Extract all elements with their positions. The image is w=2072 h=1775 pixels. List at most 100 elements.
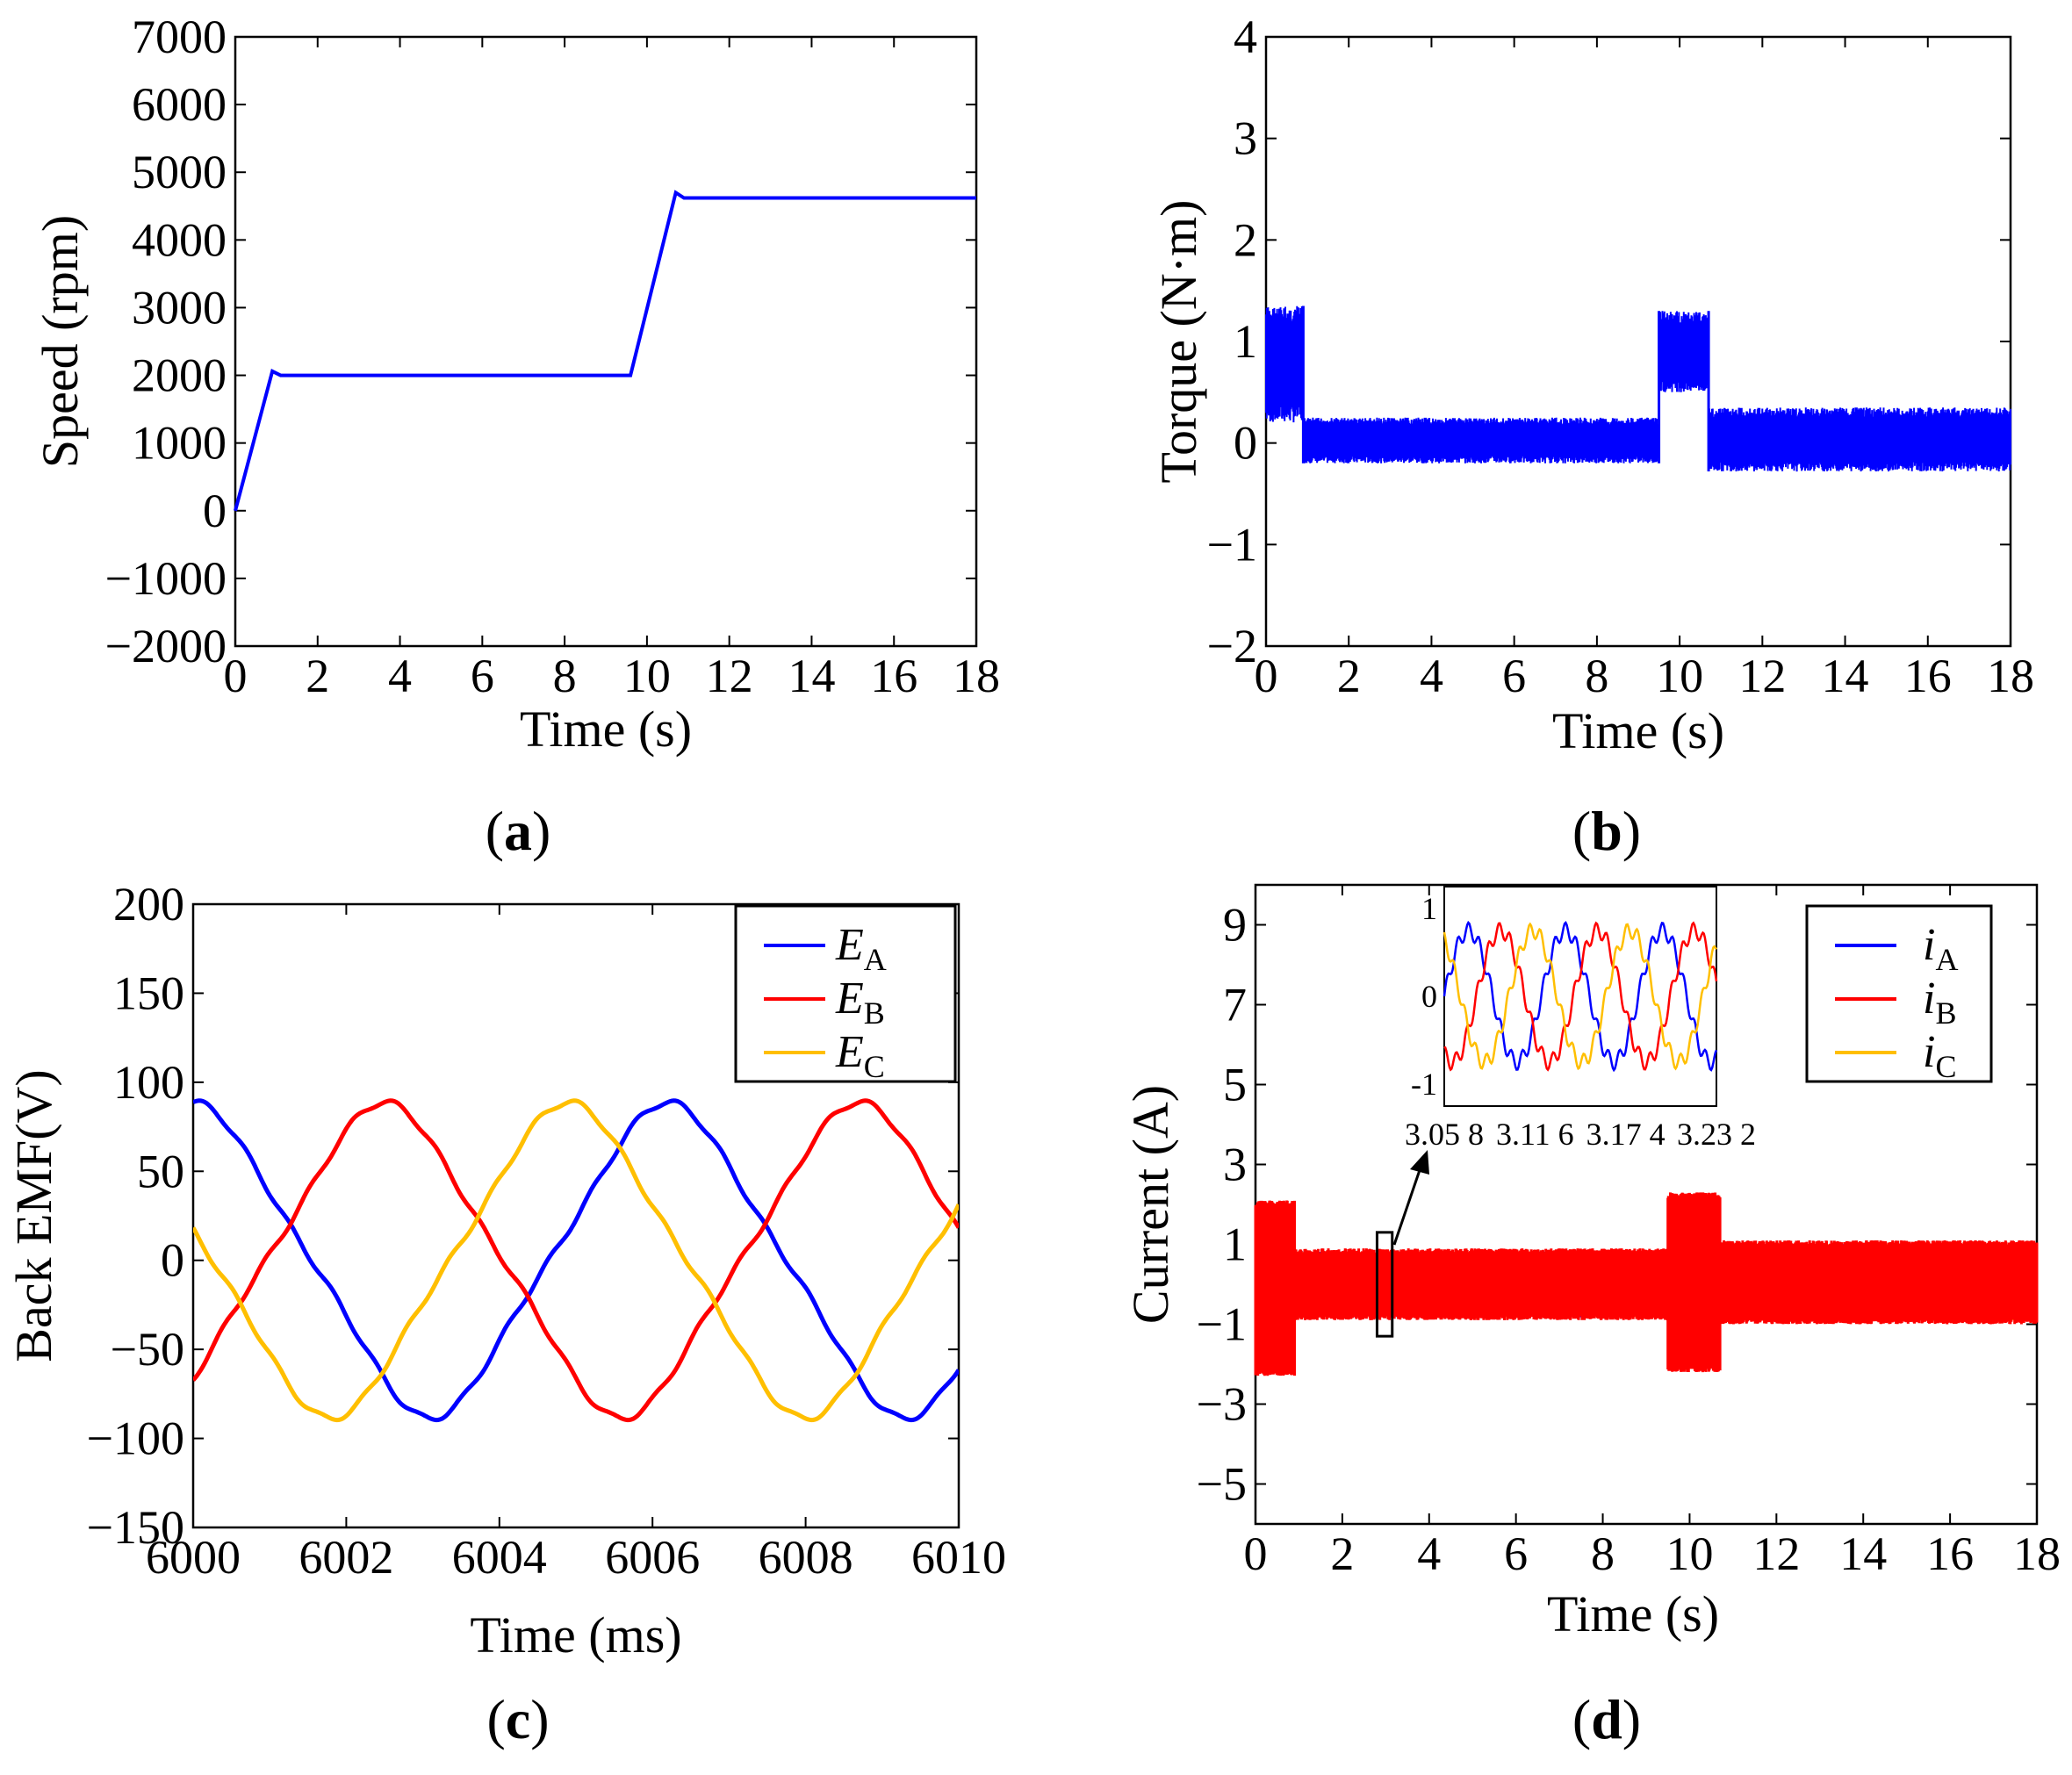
x-tick-label: 6 [471, 650, 494, 702]
x-tick-label: 16 [1904, 650, 1952, 702]
panel-a-y-label: Speed (rpm) [32, 215, 89, 468]
x-tick-label: 6 [1504, 1527, 1528, 1580]
panel-a-caption: (a) [486, 800, 551, 862]
x-tick-label: 14 [1822, 650, 1869, 702]
x-tick-label: 14 [788, 650, 835, 702]
y-tick-label: 5 [1223, 1059, 1247, 1111]
y-tick-label: 9 [1223, 899, 1247, 952]
panel-c-y-label: Back EMF(V) [5, 1069, 62, 1362]
panel-b-caption-letter: b [1591, 800, 1622, 862]
y-tick-label: 0 [203, 485, 227, 537]
x-tick-label: 6010 [911, 1531, 1006, 1584]
y-tick-label: −50 [111, 1323, 184, 1376]
y-tick-label: −2 [1207, 620, 1257, 672]
y-tick-label: 2 [1234, 213, 1257, 266]
panel-d-legend: iA iB iC [1805, 904, 1993, 1084]
panel-d-caption: (d) [1572, 1688, 1641, 1750]
inset-line-a [1442, 920, 1718, 1073]
x-tick-label: 0 [224, 650, 248, 702]
emf-line-b [193, 1098, 959, 1423]
panel-b-ticks [1265, 36, 2011, 647]
x-tick-label: 6004 [452, 1531, 547, 1584]
panel-a-y-tick-labels: −2000 −1000 0 1000 2000 3000 4000 5000 6000 7000 [105, 11, 227, 672]
y-tick-label: −1 [1207, 518, 1257, 571]
y-tick-label: 1 [1234, 315, 1257, 368]
x-tick-label: 6000 [146, 1531, 241, 1584]
y-tick-label: 4000 [132, 213, 227, 266]
x-tick-label: 8 [1591, 1527, 1615, 1580]
inset-x-tick-labels: 3.05 8 3.11 6 3.17 4 3.23 2 [1405, 1117, 1756, 1152]
panel-b-caption: (b) [1572, 800, 1641, 862]
panel-c-frame [191, 902, 960, 1529]
y-tick-label: 3 [1234, 112, 1257, 165]
inset-y-tick-labels: -1 0 1 [1411, 891, 1437, 1102]
panel-d-frame [1254, 883, 2039, 1526]
inset-frame [1443, 886, 1717, 1107]
zoom-arrow [1392, 1150, 1429, 1246]
panel-d-x-tick-labels: 0 2 4 6 8 10 12 14 16 18 [1244, 1527, 2061, 1580]
panel-a-caption-letter: a [504, 800, 532, 862]
y-tick-label: 2000 [132, 349, 227, 402]
panel-b-y-label: Torque (N·m) [1150, 200, 1207, 484]
panel-b-frame [1264, 35, 2012, 648]
y-tick-label: 0 [1234, 417, 1257, 470]
panel-b-y-tick-labels: −2 −1 0 1 2 3 4 [1207, 11, 1257, 672]
inset-y-tick-label: 1 [1421, 891, 1437, 926]
inset-plot-area [1442, 920, 1718, 1073]
x-tick-label: 18 [2013, 1527, 2061, 1580]
x-tick-label: 12 [1752, 1527, 1800, 1580]
panel-d-caption-letter: d [1591, 1688, 1622, 1750]
x-tick-label: 2 [306, 650, 329, 702]
panel-b-x-tick-labels: 0 2 4 6 8 10 12 14 16 18 [1255, 650, 2035, 702]
x-tick-label: 16 [870, 650, 917, 702]
y-tick-label: −5 [1197, 1458, 1247, 1511]
x-tick-label: 18 [953, 650, 1000, 702]
x-tick-label: 18 [1987, 650, 2034, 702]
panel-c-back-emf: 6000 6002 6004 6006 6008 6010 −150 −100 −50 0 50 1… [5, 878, 1006, 1750]
y-tick-label: 200 [113, 878, 184, 931]
panel-c-legend: EA EB EC [734, 904, 957, 1084]
inset-x-tick-label: 3.05 8 [1405, 1117, 1484, 1152]
panel-d-plot-area [1254, 1192, 2039, 1376]
x-tick-label: 14 [1839, 1527, 1887, 1580]
panel-a-ticks [234, 36, 977, 647]
inset-line-c [1442, 922, 1718, 1071]
inset-y-tick-label: -1 [1411, 1067, 1437, 1102]
legend-label-ec: EC [835, 1027, 885, 1084]
x-tick-label: 12 [706, 650, 753, 702]
panel-d-y-label: Current (A) [1122, 1085, 1179, 1324]
x-tick-label: 6 [1502, 650, 1526, 702]
x-tick-label: 4 [1417, 1527, 1441, 1580]
panel-a-x-label: Time (s) [520, 701, 692, 758]
x-tick-label: 2 [1330, 1527, 1354, 1580]
inset-line-b [1443, 921, 1718, 1072]
legend-label-ib: iB [1923, 974, 1956, 1031]
torque-band-1 [1302, 417, 1660, 464]
panel-d-legend-box [1805, 904, 1993, 1083]
panel-a-plot-area [234, 190, 976, 512]
emf-line-c [193, 1098, 959, 1423]
y-tick-label: −3 [1197, 1378, 1247, 1431]
panel-b-plot-area [1265, 305, 2011, 472]
y-tick-label: −150 [87, 1501, 184, 1554]
x-tick-label: 6008 [759, 1531, 853, 1584]
x-tick-label: 16 [1926, 1527, 1974, 1580]
legend-label-ea: EA [835, 920, 887, 977]
panel-c-x-label: Time (ms) [470, 1606, 681, 1664]
y-tick-label: −1 [1197, 1298, 1247, 1351]
panel-d-y-tick-labels: −5 −3 −1 1 3 5 7 9 [1197, 899, 1247, 1511]
y-tick-label: −1000 [105, 552, 227, 605]
panel-a-speed: 0 2 4 6 8 10 12 14 16 18 −2000 −1000 0 1000 2000 3000 4… [32, 11, 1000, 862]
panel-c-caption-letter: c [506, 1688, 530, 1750]
torque-band-2 [1658, 311, 1710, 392]
panel-c-plot-area [193, 1098, 959, 1423]
x-tick-label: 8 [1585, 650, 1608, 702]
panel-a-frame [234, 35, 978, 648]
y-tick-label: 6000 [132, 78, 227, 131]
y-tick-label: 50 [137, 1145, 184, 1197]
inset-x-tick-label: 3.11 6 [1496, 1117, 1574, 1152]
panel-c-x-tick-labels: 6000 6002 6004 6006 6008 6010 [146, 1531, 1006, 1584]
legend-label-ic: iC [1923, 1027, 1956, 1084]
